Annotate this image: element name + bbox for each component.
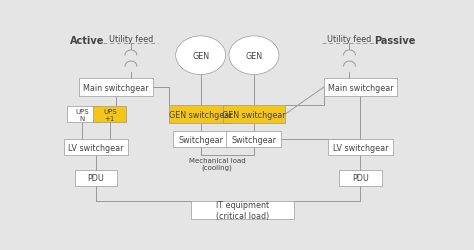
FancyBboxPatch shape: [93, 106, 127, 123]
Text: GEN: GEN: [246, 52, 263, 60]
Text: LV switchgear: LV switchgear: [333, 143, 388, 152]
Text: Main switchgear: Main switchgear: [328, 83, 393, 92]
FancyBboxPatch shape: [339, 170, 382, 186]
FancyBboxPatch shape: [191, 201, 294, 219]
Ellipse shape: [176, 37, 226, 75]
FancyBboxPatch shape: [64, 139, 128, 156]
FancyBboxPatch shape: [324, 78, 397, 97]
Text: LV switchgear: LV switchgear: [68, 143, 124, 152]
Ellipse shape: [229, 37, 279, 75]
Text: Switchgear: Switchgear: [178, 135, 223, 144]
Text: PDU: PDU: [352, 174, 369, 183]
Text: Main switchgear: Main switchgear: [83, 83, 149, 92]
Text: Utility feed: Utility feed: [109, 35, 153, 44]
Text: PDU: PDU: [88, 174, 104, 183]
FancyBboxPatch shape: [223, 106, 285, 123]
Text: Passive: Passive: [374, 36, 416, 46]
FancyBboxPatch shape: [328, 139, 392, 156]
Text: Mechanical load
(cooling): Mechanical load (cooling): [189, 157, 246, 170]
FancyBboxPatch shape: [227, 132, 282, 148]
Text: GEN switchgear: GEN switchgear: [169, 110, 232, 119]
FancyBboxPatch shape: [80, 78, 153, 97]
FancyBboxPatch shape: [67, 106, 97, 123]
Text: GEN switchgear: GEN switchgear: [222, 110, 286, 119]
Text: IT equipment
(critical load): IT equipment (critical load): [216, 200, 270, 220]
Text: Active: Active: [70, 36, 105, 46]
FancyBboxPatch shape: [173, 132, 228, 148]
Text: UPS
N: UPS N: [75, 108, 89, 121]
FancyBboxPatch shape: [75, 170, 117, 186]
Text: GEN: GEN: [192, 52, 209, 60]
Text: UPS
+1: UPS +1: [103, 108, 117, 121]
Text: Utility feed: Utility feed: [328, 35, 372, 44]
Text: Switchgear: Switchgear: [231, 135, 276, 144]
FancyBboxPatch shape: [169, 106, 232, 123]
